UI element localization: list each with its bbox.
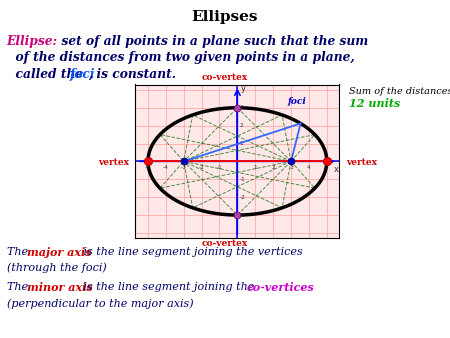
Text: (through the foci): (through the foci) [7,262,107,272]
Text: 2: 2 [240,123,243,128]
Text: 5: 5 [325,165,328,170]
Text: -1: -1 [216,165,222,170]
Text: foci: foci [70,68,95,80]
Text: Ellipses: Ellipses [192,10,258,24]
Text: co-vertex: co-vertex [202,73,248,82]
Text: -2: -2 [198,165,205,170]
Text: foci: foci [288,97,307,106]
Text: 1: 1 [253,165,257,170]
Text: vertex: vertex [346,159,378,167]
Text: co-vertices: co-vertices [246,282,314,293]
Text: minor axis: minor axis [27,282,93,293]
Text: The: The [7,282,32,292]
Text: Sum of the distances:: Sum of the distances: [349,87,450,96]
Text: (perpendicular to the major axis): (perpendicular to the major axis) [7,298,194,309]
Text: -1: -1 [240,177,245,182]
Text: is the line segment joining the: is the line segment joining the [80,282,258,292]
Text: of the distances from two given points in a plane,: of the distances from two given points i… [7,51,355,64]
Text: 3: 3 [289,165,293,170]
Text: x: x [334,165,339,174]
Text: vertex: vertex [99,159,130,167]
Text: -2: -2 [240,195,246,200]
Text: called the: called the [7,68,87,80]
Text: 4: 4 [307,165,311,170]
Text: -5: -5 [145,165,151,170]
Text: The: The [7,247,32,257]
Text: 12 units: 12 units [349,98,400,108]
Text: 1: 1 [240,141,243,146]
Text: co-vertex: co-vertex [202,239,248,248]
Text: -3: -3 [181,165,187,170]
Text: -4: -4 [163,165,169,170]
Text: -3: -3 [240,213,246,218]
Text: major axis: major axis [27,247,91,258]
Text: Ellipse:: Ellipse: [7,35,58,48]
Text: 3: 3 [240,105,243,110]
Text: set of all points in a plane such that the sum: set of all points in a plane such that t… [53,35,369,48]
Text: y: y [241,83,246,93]
Text: is the line segment joining the vertices: is the line segment joining the vertices [80,247,303,257]
Text: , is constant.: , is constant. [88,68,176,80]
Text: 2: 2 [271,165,275,170]
